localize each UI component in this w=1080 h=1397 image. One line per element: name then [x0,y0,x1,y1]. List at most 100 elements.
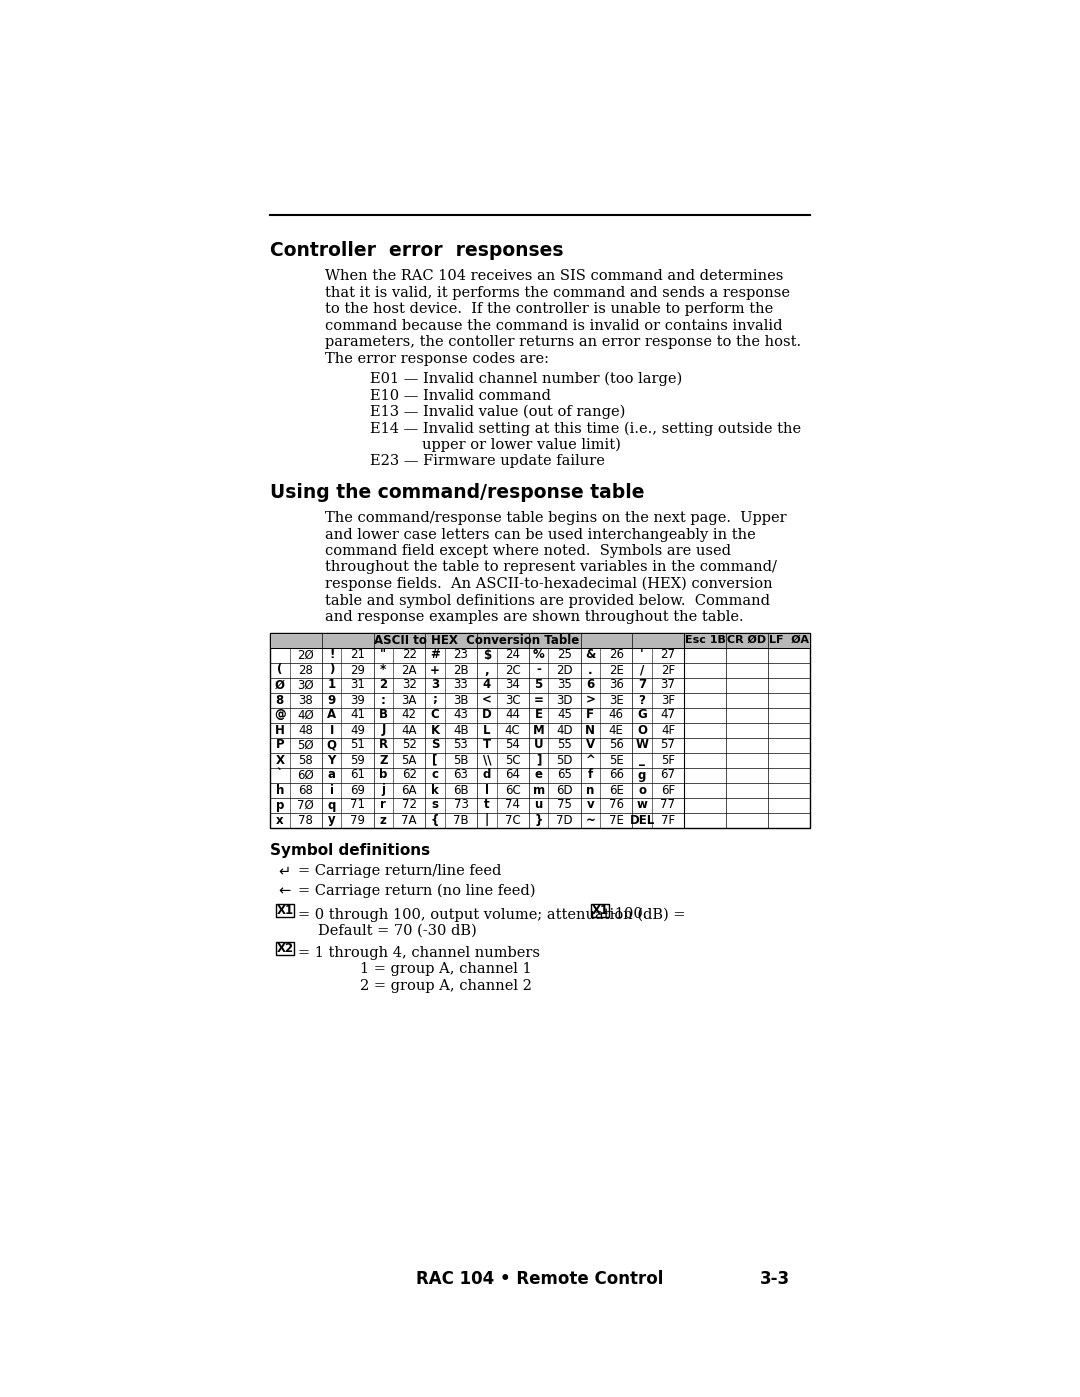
Text: 6A: 6A [402,784,417,796]
Text: 7F: 7F [661,813,675,827]
Bar [270,633,810,647]
Text: D: D [482,708,491,721]
Text: 4F: 4F [661,724,675,736]
Text: 2B: 2B [454,664,469,676]
Text: 51: 51 [350,739,365,752]
Text: 2F: 2F [661,664,675,676]
Text: /: / [640,664,644,676]
Text: 73: 73 [454,799,469,812]
Text: 72: 72 [402,799,417,812]
Text: 48: 48 [298,724,313,736]
Text: 54: 54 [505,739,521,752]
Text: 33: 33 [454,679,469,692]
Text: 28: 28 [298,664,313,676]
Text: ": " [380,648,387,662]
Text: -: - [536,664,541,676]
Text: 7E: 7E [609,813,623,827]
Text: j: j [381,784,386,796]
Text: LF  ØA: LF ØA [769,636,809,645]
Text: 61: 61 [350,768,365,781]
Text: 6E: 6E [609,784,623,796]
Text: 52: 52 [402,739,417,752]
Text: 4C: 4C [504,724,521,736]
Text: F: F [586,708,594,721]
Text: The command/response table begins on the next page.  Upper: The command/response table begins on the… [325,511,786,525]
Text: =: = [534,693,543,707]
Text: u: u [535,799,543,812]
Text: \\: \\ [483,753,491,767]
Text: s: s [432,799,438,812]
Text: 3F: 3F [661,693,675,707]
Text: 59: 59 [350,753,365,767]
Text: 55: 55 [557,739,571,752]
Text: 6F: 6F [661,784,675,796]
Text: k: k [431,784,438,796]
Text: 41: 41 [350,708,365,721]
Text: 69: 69 [350,784,365,796]
Text: 37: 37 [661,679,675,692]
Text: 8: 8 [275,693,284,707]
Text: 49: 49 [350,724,365,736]
Text: command because the command is invalid or contains invalid: command because the command is invalid o… [325,319,783,332]
Text: 47: 47 [661,708,675,721]
Text: 38: 38 [298,693,313,707]
Text: I: I [329,724,334,736]
Text: 36: 36 [609,679,623,692]
Text: 6: 6 [586,679,594,692]
Text: 7A: 7A [402,813,417,827]
Text: parameters, the contoller returns an error response to the host.: parameters, the contoller returns an err… [325,335,801,349]
Text: ↵: ↵ [278,863,291,879]
Text: +: + [430,664,440,676]
Text: 67: 67 [661,768,675,781]
Text: O: O [637,724,647,736]
Text: n: n [586,784,594,796]
Text: 78: 78 [298,813,313,827]
Text: 1 = group A, channel 1: 1 = group A, channel 1 [360,963,531,977]
Text: X1: X1 [276,904,294,916]
Text: 4B: 4B [454,724,469,736]
Text: 26: 26 [609,648,624,662]
Text: ^: ^ [585,753,595,767]
Text: Symbol definitions: Symbol definitions [270,844,430,859]
Text: ): ) [329,664,335,676]
Text: _: _ [639,753,645,767]
Text: Ø: Ø [274,679,285,692]
Text: p: p [275,799,284,812]
Text: E10 — Invalid command: E10 — Invalid command [370,388,551,402]
Text: and response examples are shown throughout the table.: and response examples are shown througho… [325,610,744,624]
Text: 3C: 3C [504,693,521,707]
Text: 45: 45 [557,708,572,721]
Text: <: < [482,693,491,707]
Text: = 0 through 100, output volume; attenuation (dB) =: = 0 through 100, output volume; attenuat… [298,908,690,922]
Text: E: E [535,708,542,721]
Text: -100.: -100. [610,908,648,922]
Text: @: @ [274,708,286,721]
Text: that it is valid, it performs the command and sends a response: that it is valid, it performs the comman… [325,285,789,299]
Text: X2: X2 [276,942,294,956]
Text: E01 — Invalid channel number (too large): E01 — Invalid channel number (too large) [370,372,683,387]
Text: c: c [432,768,438,781]
Text: 4: 4 [483,679,491,692]
Text: 66: 66 [609,768,624,781]
Text: 53: 53 [454,739,469,752]
Text: `: ` [276,768,283,781]
Text: #: # [430,648,440,662]
Text: *: * [380,664,387,676]
Text: C: C [431,708,440,721]
Text: o: o [638,784,646,796]
Text: throughout the table to represent variables in the command/: throughout the table to represent variab… [325,560,777,574]
Text: 46: 46 [609,708,624,721]
Bar [276,942,294,956]
Text: E14 — Invalid setting at this time (i.e., setting outside the: E14 — Invalid setting at this time (i.e.… [370,422,801,436]
Text: RAC 104 • Remote Control: RAC 104 • Remote Control [416,1270,664,1288]
Text: M: M [532,724,544,736]
Text: 31: 31 [350,679,365,692]
Text: E13 — Invalid value (out of range): E13 — Invalid value (out of range) [370,405,625,419]
Text: R: R [379,739,388,752]
Text: Y: Y [327,753,336,767]
Text: ]: ] [536,753,541,767]
Text: 68: 68 [298,784,313,796]
Text: command field except where noted.  Symbols are used: command field except where noted. Symbol… [325,543,731,557]
Text: 43: 43 [454,708,469,721]
Text: i: i [329,784,334,796]
